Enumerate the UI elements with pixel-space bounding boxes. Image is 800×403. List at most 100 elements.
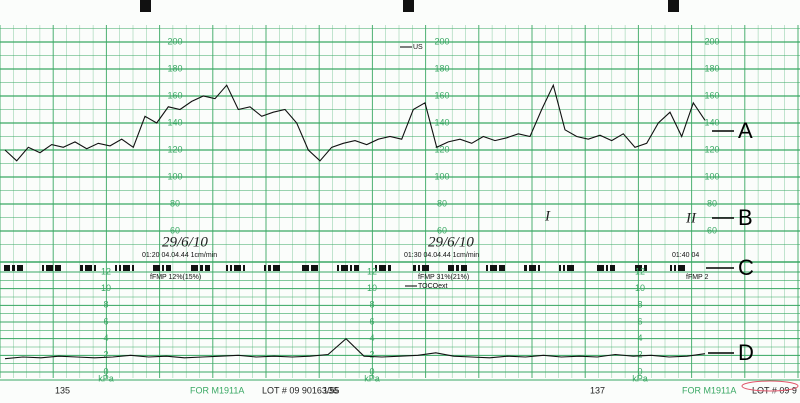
- event-tick: [56, 265, 61, 271]
- event-tick: [115, 265, 117, 271]
- event-tick: [606, 265, 608, 271]
- y-tick-label: 200: [704, 36, 719, 46]
- event-tick: [192, 265, 197, 271]
- event-tick: [461, 265, 466, 271]
- event-tick: [303, 265, 305, 271]
- event-tick: [337, 265, 339, 271]
- y-tick-label: 4: [637, 333, 642, 343]
- y-tick-label: 80: [707, 198, 717, 208]
- event-tick: [47, 265, 49, 271]
- event-tick: [243, 265, 245, 271]
- event-tick: [278, 265, 280, 271]
- event-tick: [525, 265, 527, 271]
- y-tick-label: 60: [437, 225, 447, 235]
- printout: 01:30 04.04.44 1cm/min: [404, 252, 479, 259]
- handwriting: 29/6/10: [428, 234, 474, 250]
- label: A: [738, 118, 753, 143]
- y-tick-label: 0: [637, 366, 642, 376]
- event-tick: [307, 265, 309, 271]
- y-tick-label: 180: [704, 63, 719, 73]
- event-tick: [491, 265, 493, 271]
- y-tick-label: 80: [170, 198, 180, 208]
- event-tick: [448, 265, 453, 271]
- y-tick-label: 200: [434, 36, 449, 46]
- event-tick: [158, 265, 160, 271]
- event-tick: [316, 265, 318, 271]
- event-tick: [205, 265, 210, 271]
- event-tick: [273, 265, 278, 271]
- event-markers: [4, 265, 685, 271]
- event-tick: [568, 265, 573, 271]
- y-tick-label: 12: [635, 266, 645, 276]
- y-tick-label: 100: [167, 171, 182, 181]
- y-tick-label: 60: [170, 225, 180, 235]
- sprocket: [140, 0, 151, 12]
- event-tick: [380, 265, 385, 271]
- event-tick: [538, 265, 540, 271]
- footer-text: 135: [55, 385, 70, 395]
- event-tick: [167, 265, 169, 271]
- legend-us: US: [413, 44, 423, 51]
- y-tick-label: 0: [103, 366, 108, 376]
- event-tick: [683, 265, 685, 271]
- event-tick: [235, 265, 237, 271]
- y-tick-label: 6: [637, 316, 642, 326]
- event-tick: [389, 265, 391, 271]
- arrows: [706, 130, 734, 354]
- y-tick-label: 100: [434, 171, 449, 181]
- fmp: fFMP 31%(21%): [418, 274, 469, 281]
- event-tick: [457, 265, 459, 271]
- event-tick: [559, 265, 561, 271]
- event-tick: [534, 265, 536, 271]
- event-tick: [17, 265, 22, 271]
- fmp: fFMP 2: [686, 274, 709, 281]
- event-tick: [124, 265, 129, 271]
- y-tick-label: 100: [704, 171, 719, 181]
- y-tick-label: 6: [103, 316, 108, 326]
- event-tick: [645, 265, 647, 271]
- event-tick: [452, 265, 454, 271]
- event-tick: [230, 265, 232, 271]
- y-tick-label: 10: [367, 283, 377, 293]
- event-tick: [42, 265, 44, 271]
- y-tick-label: 80: [437, 198, 447, 208]
- toco-trace: [4, 337, 706, 360]
- event-tick: [8, 265, 10, 271]
- event-tick: [201, 265, 203, 271]
- y-tick-label: 120: [167, 144, 182, 154]
- event-tick: [602, 265, 604, 271]
- event-tick: [679, 265, 681, 271]
- label: C: [738, 255, 754, 280]
- event-tick: [51, 265, 53, 271]
- label: D: [738, 340, 754, 365]
- event-tick: [423, 265, 425, 271]
- event-tick: [354, 265, 359, 271]
- event-tick: [597, 265, 602, 271]
- event-tick: [128, 265, 130, 271]
- event-tick: [418, 265, 420, 271]
- event-tick: [610, 265, 615, 271]
- y-tick-label: 8: [369, 300, 374, 310]
- y-tick-label: 6: [369, 316, 374, 326]
- event-tick: [495, 265, 497, 271]
- event-tick: [90, 265, 92, 271]
- footer-text: LOT # 09 90163/55: [262, 385, 339, 395]
- event-tick: [350, 265, 352, 271]
- handwriting: I: [544, 208, 551, 224]
- event-tick: [264, 265, 266, 271]
- label: B: [738, 205, 753, 230]
- y-tick-label: 12: [367, 266, 377, 276]
- y-tick-label: 10: [635, 283, 645, 293]
- handwriting: 29/6/10: [162, 234, 208, 250]
- unit-label: kPa: [364, 373, 380, 383]
- y-tick-label: 160: [434, 90, 449, 100]
- y-tick-label: 8: [637, 300, 642, 310]
- event-tick: [572, 265, 574, 271]
- legend-toco: TOCOext: [418, 283, 447, 290]
- event-tick: [21, 265, 23, 271]
- event-tick: [670, 265, 672, 271]
- event-tick: [4, 265, 9, 271]
- red-scribble: [741, 380, 799, 392]
